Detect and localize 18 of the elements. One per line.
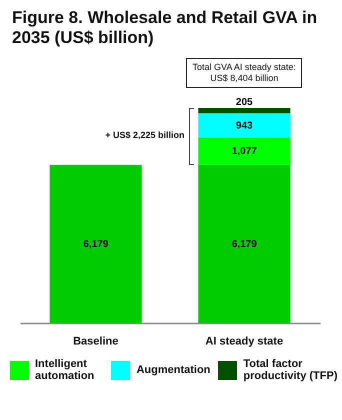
legend-label: Intelligent automation [35,358,96,382]
chart-title: Figure 8. Wholesale and Retail GVA in 2035 (US$ billion) [12,8,318,48]
bar [50,164,142,323]
text: Total GVA AI steady state: US$ 8,404 billion [186,58,302,88]
legend-label: Augmentation [136,364,210,376]
legend-label: Total factor productivity (TFP) [243,358,338,382]
bar [198,108,290,114]
bar [198,113,290,138]
x-tick-label: AI steady state [205,336,284,348]
x-tick-label: Baseline [73,336,118,348]
data-label: 6,179 [232,238,258,250]
data-label: 205 [236,97,254,108]
data-label: 943 [236,120,254,132]
bar [198,137,290,165]
annotation: + US$ 2,225 billion [105,130,184,140]
data-label: 6,179 [83,238,109,250]
bar [198,164,290,323]
data-label: 1,077 [232,146,258,158]
